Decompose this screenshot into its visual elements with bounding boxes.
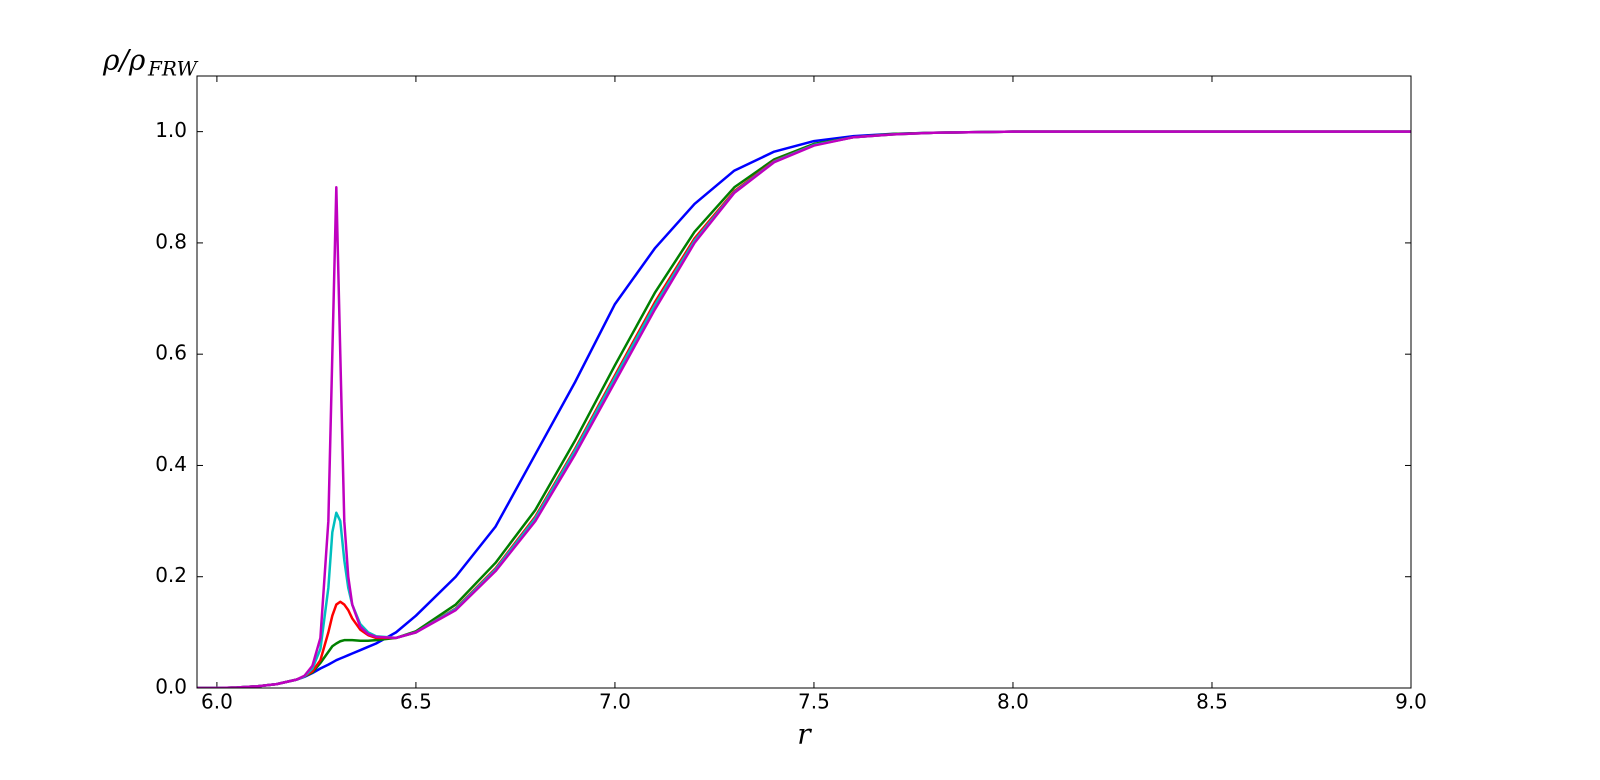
series-line xyxy=(197,130,1411,688)
x-tick-label: 7.0 xyxy=(599,690,631,714)
series-line xyxy=(197,130,1411,688)
y-tick-label: 1.0 xyxy=(155,118,187,142)
y-tick-label: 0.4 xyxy=(155,452,187,476)
y-tick-label: 0.6 xyxy=(155,341,187,365)
x-tick-label: 9.0 xyxy=(1395,690,1427,714)
x-tick-label: 8.0 xyxy=(997,690,1029,714)
series-line xyxy=(197,130,1411,688)
y-tick-label: 0.2 xyxy=(155,563,187,587)
y-axis-label: ρ/ρ xyxy=(102,44,146,77)
x-axis-label: r xyxy=(797,718,812,751)
x-tick-label: 8.5 xyxy=(1196,690,1228,714)
y-tick-label: 0.8 xyxy=(155,229,187,253)
x-tick-label: 7.5 xyxy=(798,690,830,714)
x-tick-label: 6.5 xyxy=(400,690,432,714)
y-axis-label-subscript: FRW xyxy=(147,57,198,81)
series-line xyxy=(197,130,1411,688)
y-tick-label: 0.0 xyxy=(155,675,187,699)
series-line xyxy=(197,130,1411,688)
plot-frame xyxy=(196,75,1412,689)
x-tick-label: 6.0 xyxy=(201,690,233,714)
